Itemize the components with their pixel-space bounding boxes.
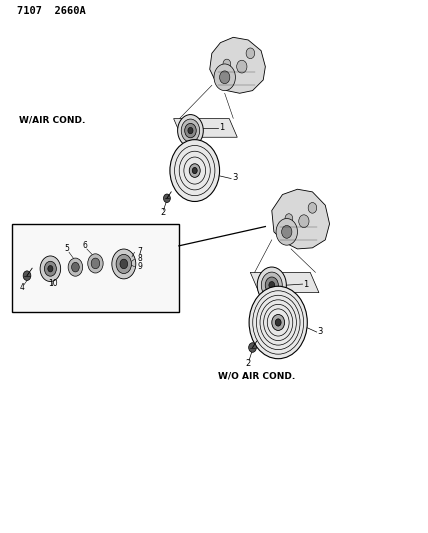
Circle shape: [257, 267, 286, 303]
Ellipse shape: [272, 314, 285, 330]
Circle shape: [120, 259, 128, 269]
Circle shape: [112, 249, 136, 279]
Circle shape: [285, 214, 293, 223]
Polygon shape: [174, 119, 237, 137]
Circle shape: [214, 64, 235, 91]
Text: 1: 1: [303, 280, 309, 289]
Circle shape: [265, 277, 278, 293]
Circle shape: [45, 261, 56, 276]
Text: 3: 3: [318, 327, 323, 336]
Circle shape: [185, 124, 196, 138]
Polygon shape: [210, 37, 265, 93]
Circle shape: [276, 219, 297, 245]
Circle shape: [262, 272, 282, 298]
Ellipse shape: [275, 319, 281, 326]
Circle shape: [223, 59, 231, 69]
Circle shape: [91, 258, 100, 269]
Ellipse shape: [189, 164, 200, 177]
Polygon shape: [250, 272, 319, 293]
Text: 3: 3: [232, 173, 238, 182]
Polygon shape: [272, 189, 330, 249]
Circle shape: [220, 71, 230, 84]
Text: 10: 10: [48, 279, 58, 288]
Text: 4: 4: [19, 282, 24, 292]
Text: 7: 7: [137, 247, 142, 256]
Circle shape: [163, 194, 170, 203]
Text: 9: 9: [137, 262, 142, 271]
Ellipse shape: [170, 140, 220, 201]
Circle shape: [116, 254, 131, 273]
Text: W/O AIR COND.: W/O AIR COND.: [218, 372, 295, 381]
Text: 1: 1: [219, 123, 224, 132]
Circle shape: [308, 203, 317, 213]
Circle shape: [40, 256, 61, 281]
Text: W/AIR COND.: W/AIR COND.: [19, 116, 86, 125]
Circle shape: [178, 115, 203, 147]
Circle shape: [237, 60, 247, 73]
Bar: [12, 224, 179, 312]
Text: 7107  2660A: 7107 2660A: [17, 6, 86, 16]
Text: 8: 8: [137, 254, 142, 263]
Circle shape: [48, 265, 53, 272]
Text: 5: 5: [65, 244, 70, 253]
Circle shape: [188, 127, 193, 134]
Circle shape: [299, 215, 309, 228]
Circle shape: [23, 271, 31, 280]
Circle shape: [88, 254, 103, 273]
Circle shape: [249, 343, 256, 352]
Text: 6: 6: [83, 241, 87, 250]
Circle shape: [282, 225, 292, 238]
Text: 2: 2: [160, 208, 165, 217]
Circle shape: [68, 258, 83, 276]
Circle shape: [181, 119, 200, 142]
Ellipse shape: [192, 167, 197, 174]
Circle shape: [269, 281, 275, 289]
Text: 2: 2: [246, 359, 251, 368]
Circle shape: [246, 48, 255, 59]
Ellipse shape: [249, 286, 307, 359]
Circle shape: [71, 262, 79, 272]
